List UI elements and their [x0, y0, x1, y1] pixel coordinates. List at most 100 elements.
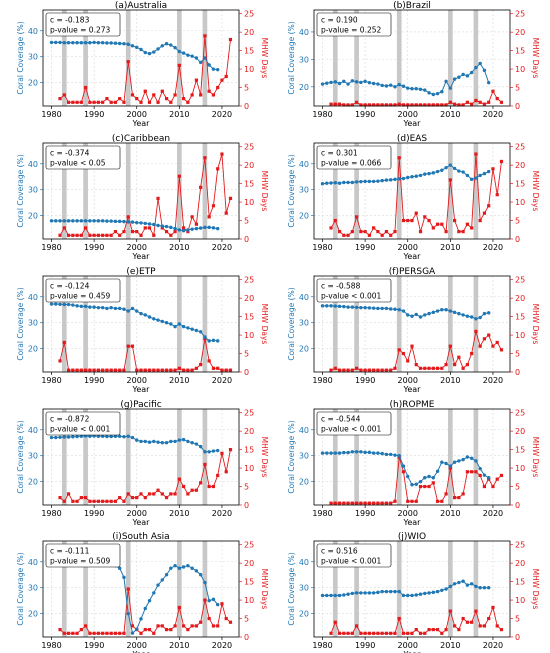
mhw-point [423, 631, 427, 635]
x-tick-label: 2000 [127, 641, 147, 650]
coral-point [367, 450, 372, 455]
x-tick-label: 2010 [440, 641, 460, 650]
mhw-point [173, 230, 177, 234]
y-left-tick-label: 20 [299, 610, 309, 619]
mhw-point [453, 363, 457, 367]
stat-correlation: c = -0.544 [321, 415, 361, 424]
mhw-point [88, 499, 92, 503]
mhw-point [495, 340, 499, 345]
mhw-point [440, 103, 444, 107]
coral-point [393, 85, 397, 89]
mhw-point [101, 368, 105, 372]
mhw-point [101, 631, 105, 635]
y-right-tick-label: 5 [244, 217, 249, 226]
mhw-point [372, 368, 376, 372]
coral-point [342, 79, 346, 84]
coral-point [215, 448, 220, 453]
x-tick-label: 1980 [41, 110, 61, 119]
mhw-point [342, 631, 346, 635]
x-tick-label: 1990 [84, 243, 104, 252]
coral-point [147, 598, 152, 603]
x-tick-label: 1980 [41, 376, 61, 385]
event-band [473, 541, 479, 637]
mhw-point [457, 103, 461, 107]
coral-point [325, 304, 329, 308]
coral-point [435, 91, 440, 96]
mhw-point [444, 103, 448, 107]
x-tick-label: 2000 [127, 509, 147, 518]
mhw-point [182, 484, 186, 489]
mhw-point [224, 368, 228, 372]
mhw-point [220, 78, 224, 82]
mhw-point [211, 624, 216, 628]
mhw-point [96, 100, 100, 104]
mhw-point [177, 63, 181, 67]
coral-point [342, 450, 346, 455]
mhw-point [444, 492, 448, 496]
coral-point [354, 80, 359, 84]
coral-point [160, 441, 165, 445]
coral-point [135, 220, 139, 225]
coral-point [444, 165, 448, 170]
y-right-tick-label: 0 [515, 368, 520, 377]
y-left-tick-label: 30 [299, 55, 309, 64]
mhw-point [105, 233, 109, 237]
x-tick-label: 1980 [312, 243, 332, 252]
coral-point [325, 593, 329, 598]
mhw-point [164, 628, 169, 632]
coral-point [461, 579, 465, 583]
stat-p-value: p-value = 0.509 [50, 557, 111, 566]
event-band [125, 10, 131, 106]
coral-point [388, 307, 393, 311]
mhw-point [337, 368, 342, 372]
mhw-point [156, 368, 160, 372]
mhw-point [160, 368, 164, 372]
mhw-point [62, 340, 66, 345]
mhw-point [376, 230, 380, 234]
mhw-point [135, 496, 139, 500]
coral-point [156, 318, 160, 322]
mhw-point [470, 351, 474, 356]
mhw-point [152, 368, 156, 372]
coral-point [431, 590, 436, 595]
mhw-point [126, 344, 130, 348]
mhw-point [58, 359, 62, 363]
mhw-point [207, 616, 211, 621]
coral-point [478, 586, 482, 590]
mhw-point [190, 215, 194, 219]
coral-point [130, 44, 135, 48]
mhw-point [465, 363, 469, 367]
mhw-point [147, 368, 152, 372]
mhw-point [203, 156, 207, 160]
mhw-point [380, 233, 384, 237]
event-band [61, 143, 67, 239]
coral-point [113, 306, 118, 311]
y-left-tick-label: 20 [299, 478, 309, 487]
mhw-point [453, 102, 457, 106]
mhw-point [169, 628, 173, 632]
x-tick-label: 2010 [440, 509, 460, 518]
x-tick-label: 1990 [355, 509, 375, 518]
coral-point [88, 40, 92, 45]
mhw-point [457, 496, 461, 500]
coral-point [143, 606, 147, 611]
mhw-point [482, 337, 487, 341]
mhw-point [147, 628, 152, 632]
mhw-point [130, 624, 135, 628]
mhw-point [122, 368, 126, 372]
event-band [473, 143, 479, 239]
y-left-tick-label: 40 [299, 293, 309, 302]
coral-point [181, 437, 186, 442]
event-band [177, 409, 182, 505]
coral-point [448, 464, 453, 468]
mhw-point [84, 368, 88, 372]
mhw-point [423, 215, 427, 219]
mhw-point [367, 368, 371, 372]
mhw-point [401, 631, 406, 635]
coral-point [401, 84, 406, 88]
mhw-point [186, 100, 190, 104]
coral-point [54, 435, 58, 440]
